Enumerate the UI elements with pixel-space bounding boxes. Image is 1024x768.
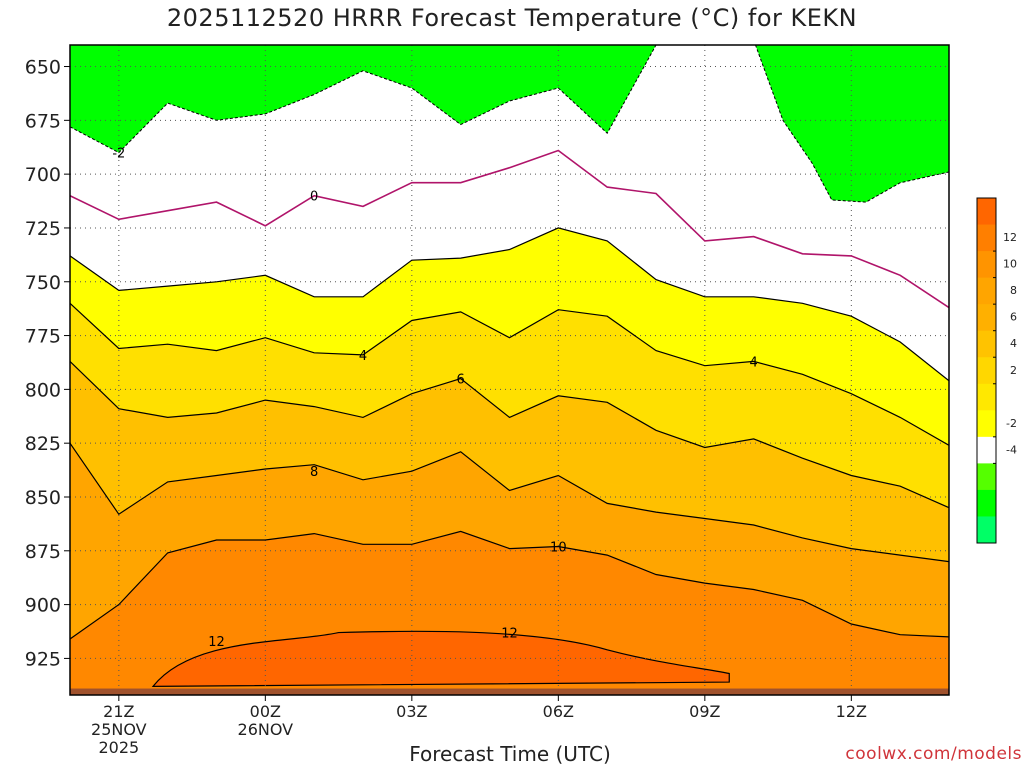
x-tick-label: 03Z — [396, 702, 427, 721]
colorbar-swatch — [977, 224, 996, 252]
y-tick-label: 700 — [25, 164, 61, 186]
contour-line-10 — [70, 530, 949, 640]
colorbar-swatch — [977, 410, 996, 438]
plot-area: -2 0 4 4 6 8 10 12 12 — [70, 45, 949, 695]
contour-label: 12 — [501, 627, 518, 642]
colorbar-swatch — [977, 330, 996, 358]
colorbar-tick-label: 12 — [1003, 231, 1017, 244]
ground-strip — [70, 688, 949, 695]
colorbar-swatch — [977, 516, 996, 544]
y-tick-label: 850 — [25, 487, 61, 509]
colorbar-tick-label: -4 — [1006, 443, 1017, 456]
contour-label: 6 — [457, 373, 465, 388]
y-tick-label: 725 — [25, 218, 61, 240]
plot-frame — [69, 44, 950, 696]
colorbar-swatch — [977, 198, 996, 226]
source-credit[interactable]: coolwx.com/models — [845, 744, 1022, 764]
y-tick-label: 650 — [25, 57, 61, 79]
colorbar-swatch — [977, 251, 996, 279]
x-tick-sublabel: 25NOV — [91, 720, 147, 739]
x-tick-sublabel: 26NOV — [238, 720, 294, 739]
colorbar-swatch — [977, 304, 996, 332]
colorbar-swatch — [977, 357, 996, 385]
chart-title: 2025112520 HRRR Forecast Temperature (°C… — [166, 4, 858, 32]
colorbar-swatch — [977, 436, 996, 464]
colorbar-tick-label: 2 — [1010, 364, 1017, 377]
x-tick-label: 00Z — [250, 702, 281, 721]
y-tick-label: 900 — [25, 595, 61, 617]
y-tick-label: 750 — [25, 272, 61, 294]
y-tick-label: 875 — [25, 541, 61, 563]
contour-line-8 — [70, 442, 949, 563]
colorbar-frame — [976, 197, 997, 544]
contour-label: 12 — [208, 635, 225, 650]
contour-line-2 — [70, 227, 949, 382]
contour-label: 0 — [310, 190, 318, 205]
y-tick-label: 775 — [25, 326, 61, 348]
contour-line-0 — [70, 149, 949, 309]
colorbar-swatch — [977, 277, 996, 305]
colorbar-tick-label: 4 — [1010, 337, 1017, 350]
x-tick-label: 06Z — [543, 702, 574, 721]
band-minus-2-right — [754, 45, 949, 203]
colorbar-tick-label: 8 — [1010, 284, 1017, 297]
colorbar-tick-label: 6 — [1010, 311, 1017, 324]
contour-line-4 — [70, 302, 949, 446]
x-tick-label: 21Z — [103, 702, 134, 721]
x-tick-label: 09Z — [689, 702, 720, 721]
colorbar-swatch — [977, 463, 996, 491]
band-below-0 — [70, 45, 949, 308]
y-tick-label: 800 — [25, 379, 61, 401]
contour-label: 4 — [359, 349, 367, 364]
x-axis-label: Forecast Time (UTC) — [409, 742, 611, 766]
colorbar-tick-label: -2 — [1006, 417, 1017, 430]
band-12-to-14 — [151, 630, 730, 688]
no-fill-gap — [675, 45, 744, 110]
contour-label: 10 — [550, 540, 567, 555]
contour-label: -2 — [112, 147, 125, 162]
contour-label: 4 — [750, 355, 758, 370]
y-tick-label: 925 — [25, 648, 61, 670]
y-tick-label: 825 — [25, 433, 61, 455]
contour-label: 8 — [310, 465, 318, 480]
colorbar-swatch — [977, 489, 996, 517]
x-tick-label: 12Z — [836, 702, 867, 721]
x-tick-sublabel: 2025 — [98, 738, 139, 757]
y-tick-label: 675 — [25, 110, 61, 132]
colorbar-tick-label: 10 — [1003, 258, 1017, 271]
contour-line-6 — [70, 360, 949, 509]
colorbar-swatch — [977, 383, 996, 411]
